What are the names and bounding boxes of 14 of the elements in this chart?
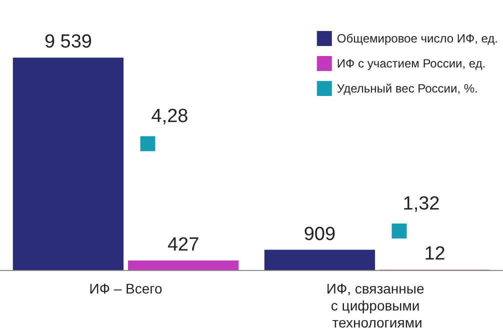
data-label: 909 — [304, 224, 336, 245]
legend-label: ИФ с участием России, ед. — [336, 56, 486, 70]
x-tick-label: ИФ, связанные с цифровыми технологиями — [326, 280, 428, 330]
data-label: 1,32 — [402, 194, 440, 215]
data-label: 9 539 — [44, 32, 92, 53]
x-tick-label: ИФ – Всего — [89, 280, 162, 296]
data-label: 12 — [424, 244, 446, 265]
bar — [128, 260, 239, 270]
bar — [264, 250, 376, 270]
legend-label: Общемировое число ИФ, ед. — [336, 32, 498, 46]
legend-label: Удельный вес России, %. — [336, 82, 478, 96]
bar — [12, 58, 124, 270]
data-label: 427 — [167, 234, 200, 256]
data-label: 4,28 — [151, 106, 188, 128]
